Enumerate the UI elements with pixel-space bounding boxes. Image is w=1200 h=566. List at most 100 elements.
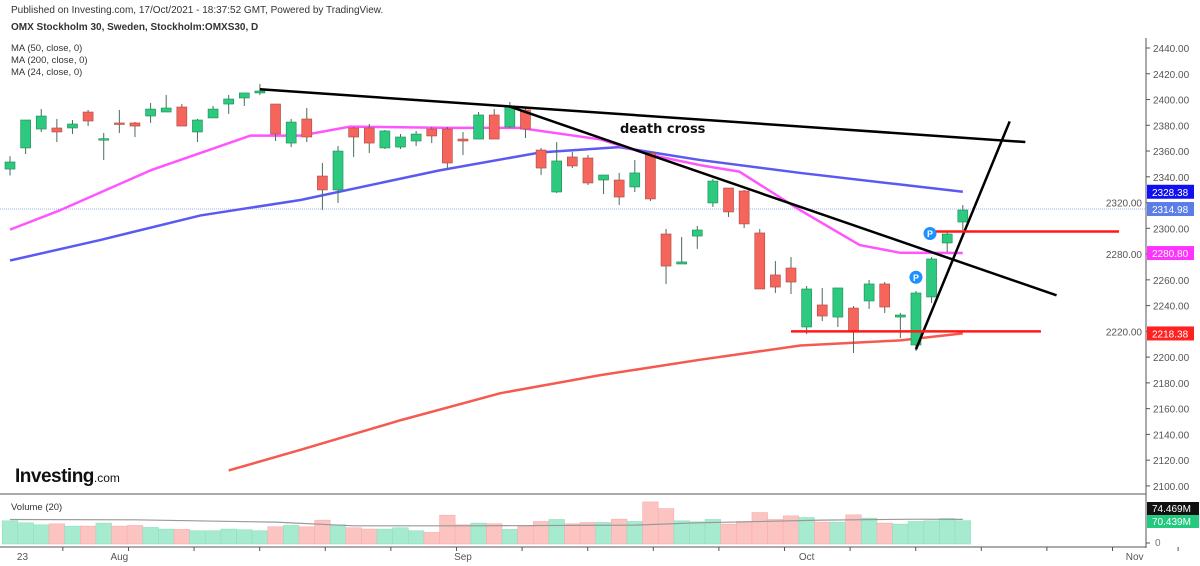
candle [285, 118, 297, 148]
candle [723, 187, 734, 217]
volume-bar [33, 524, 50, 545]
volume-indicator-label[interactable]: Volume (20) [11, 502, 63, 513]
volume-bar [408, 530, 425, 545]
volume-bar [267, 526, 284, 545]
candle [551, 142, 563, 194]
candle-body [270, 103, 281, 135]
candle-body [785, 267, 797, 283]
volume-bar [782, 515, 800, 545]
candle-body [816, 304, 828, 317]
volume-bar [64, 525, 81, 545]
candle [738, 189, 750, 229]
candle [410, 130, 422, 147]
candle [145, 102, 156, 123]
x-tick-label: Oct [799, 552, 815, 563]
volume-ma-badge-label: 74.469M [1152, 504, 1191, 515]
candle [488, 109, 500, 140]
volume-bar [80, 525, 97, 545]
candle-body [582, 157, 594, 184]
volume-bar [954, 520, 971, 545]
candle-body [239, 92, 250, 99]
volume-bar [236, 529, 253, 545]
candle-body [332, 150, 344, 191]
candle-body [67, 123, 78, 129]
candle-body [520, 109, 531, 130]
candle-body [723, 187, 734, 213]
y-tick-label: 2440.00 [1153, 44, 1190, 55]
candle [395, 134, 406, 149]
candle-body [379, 130, 391, 149]
candle-body [895, 314, 906, 318]
y-tick-label: 2320.00 [1106, 199, 1143, 210]
volume-bar [361, 528, 378, 545]
candle-body [738, 190, 750, 225]
death-cross-annotation: death cross [620, 122, 706, 137]
candle [457, 131, 469, 156]
candle-body [613, 179, 625, 198]
candle [816, 287, 828, 322]
candle-body [957, 209, 969, 223]
candle-body [879, 283, 891, 308]
volume-bar [892, 523, 909, 545]
y-tick-label: 2260.00 [1153, 276, 1190, 287]
y-tick-label: 2280.00 [1106, 250, 1143, 261]
candle-body [676, 261, 687, 265]
candle-body [410, 133, 422, 142]
candle-body [910, 292, 922, 346]
p-marker-label: P [913, 273, 919, 283]
candle-body [660, 233, 672, 267]
volume-last-badge [1147, 515, 1199, 528]
volume-bar [376, 528, 393, 545]
volume-bar [17, 522, 34, 545]
candle [567, 151, 578, 169]
candle [176, 104, 188, 127]
volume-bar [158, 528, 175, 545]
x-tick-label: Sep [454, 552, 472, 563]
p-marker-icon: P [923, 226, 937, 240]
candle [473, 112, 484, 140]
volume-bar [720, 523, 737, 545]
candle [20, 119, 31, 155]
candle-body [488, 114, 500, 140]
candle-body [567, 156, 578, 167]
y-tick-label: 2180.00 [1153, 379, 1190, 390]
volume-bar [517, 525, 534, 545]
candle [707, 178, 719, 207]
indicator-ma200-label[interactable]: MA (200, close, 0) [11, 55, 88, 66]
candle [207, 105, 219, 119]
volume-bar [657, 508, 675, 545]
volume-bar [814, 521, 831, 545]
volume-bar [860, 517, 878, 545]
volume-bar [532, 521, 550, 545]
volume-bar [689, 521, 706, 545]
candle [239, 92, 250, 106]
indicator-ma24-label[interactable]: MA (24, close, 0) [11, 67, 83, 78]
volume-bar [142, 527, 159, 545]
candle [348, 126, 359, 157]
candle [317, 163, 328, 211]
candle [114, 109, 125, 134]
candle-body [535, 149, 547, 169]
candle [941, 231, 953, 253]
volume-bar [283, 525, 300, 545]
candle-body [863, 283, 875, 302]
candle [223, 95, 234, 114]
y-tick-label: 2300.00 [1153, 224, 1190, 235]
volume-bar [126, 525, 144, 545]
volume-bar [673, 520, 690, 545]
volume-bar [611, 518, 628, 545]
volume-bar [423, 532, 440, 545]
candle-body [176, 106, 188, 127]
candle [582, 155, 594, 186]
price-badge [1147, 202, 1194, 217]
candle-body [926, 258, 937, 298]
candle-body [707, 180, 719, 204]
candle [879, 282, 891, 313]
investing-logo: Investing.com [15, 466, 120, 488]
x-tick-label: 23 [17, 552, 29, 563]
indicator-ma50-label[interactable]: MA (50, close, 0) [11, 43, 83, 54]
volume-bar [923, 520, 940, 545]
trendline [509, 105, 1057, 297]
ma200-line [228, 332, 963, 472]
